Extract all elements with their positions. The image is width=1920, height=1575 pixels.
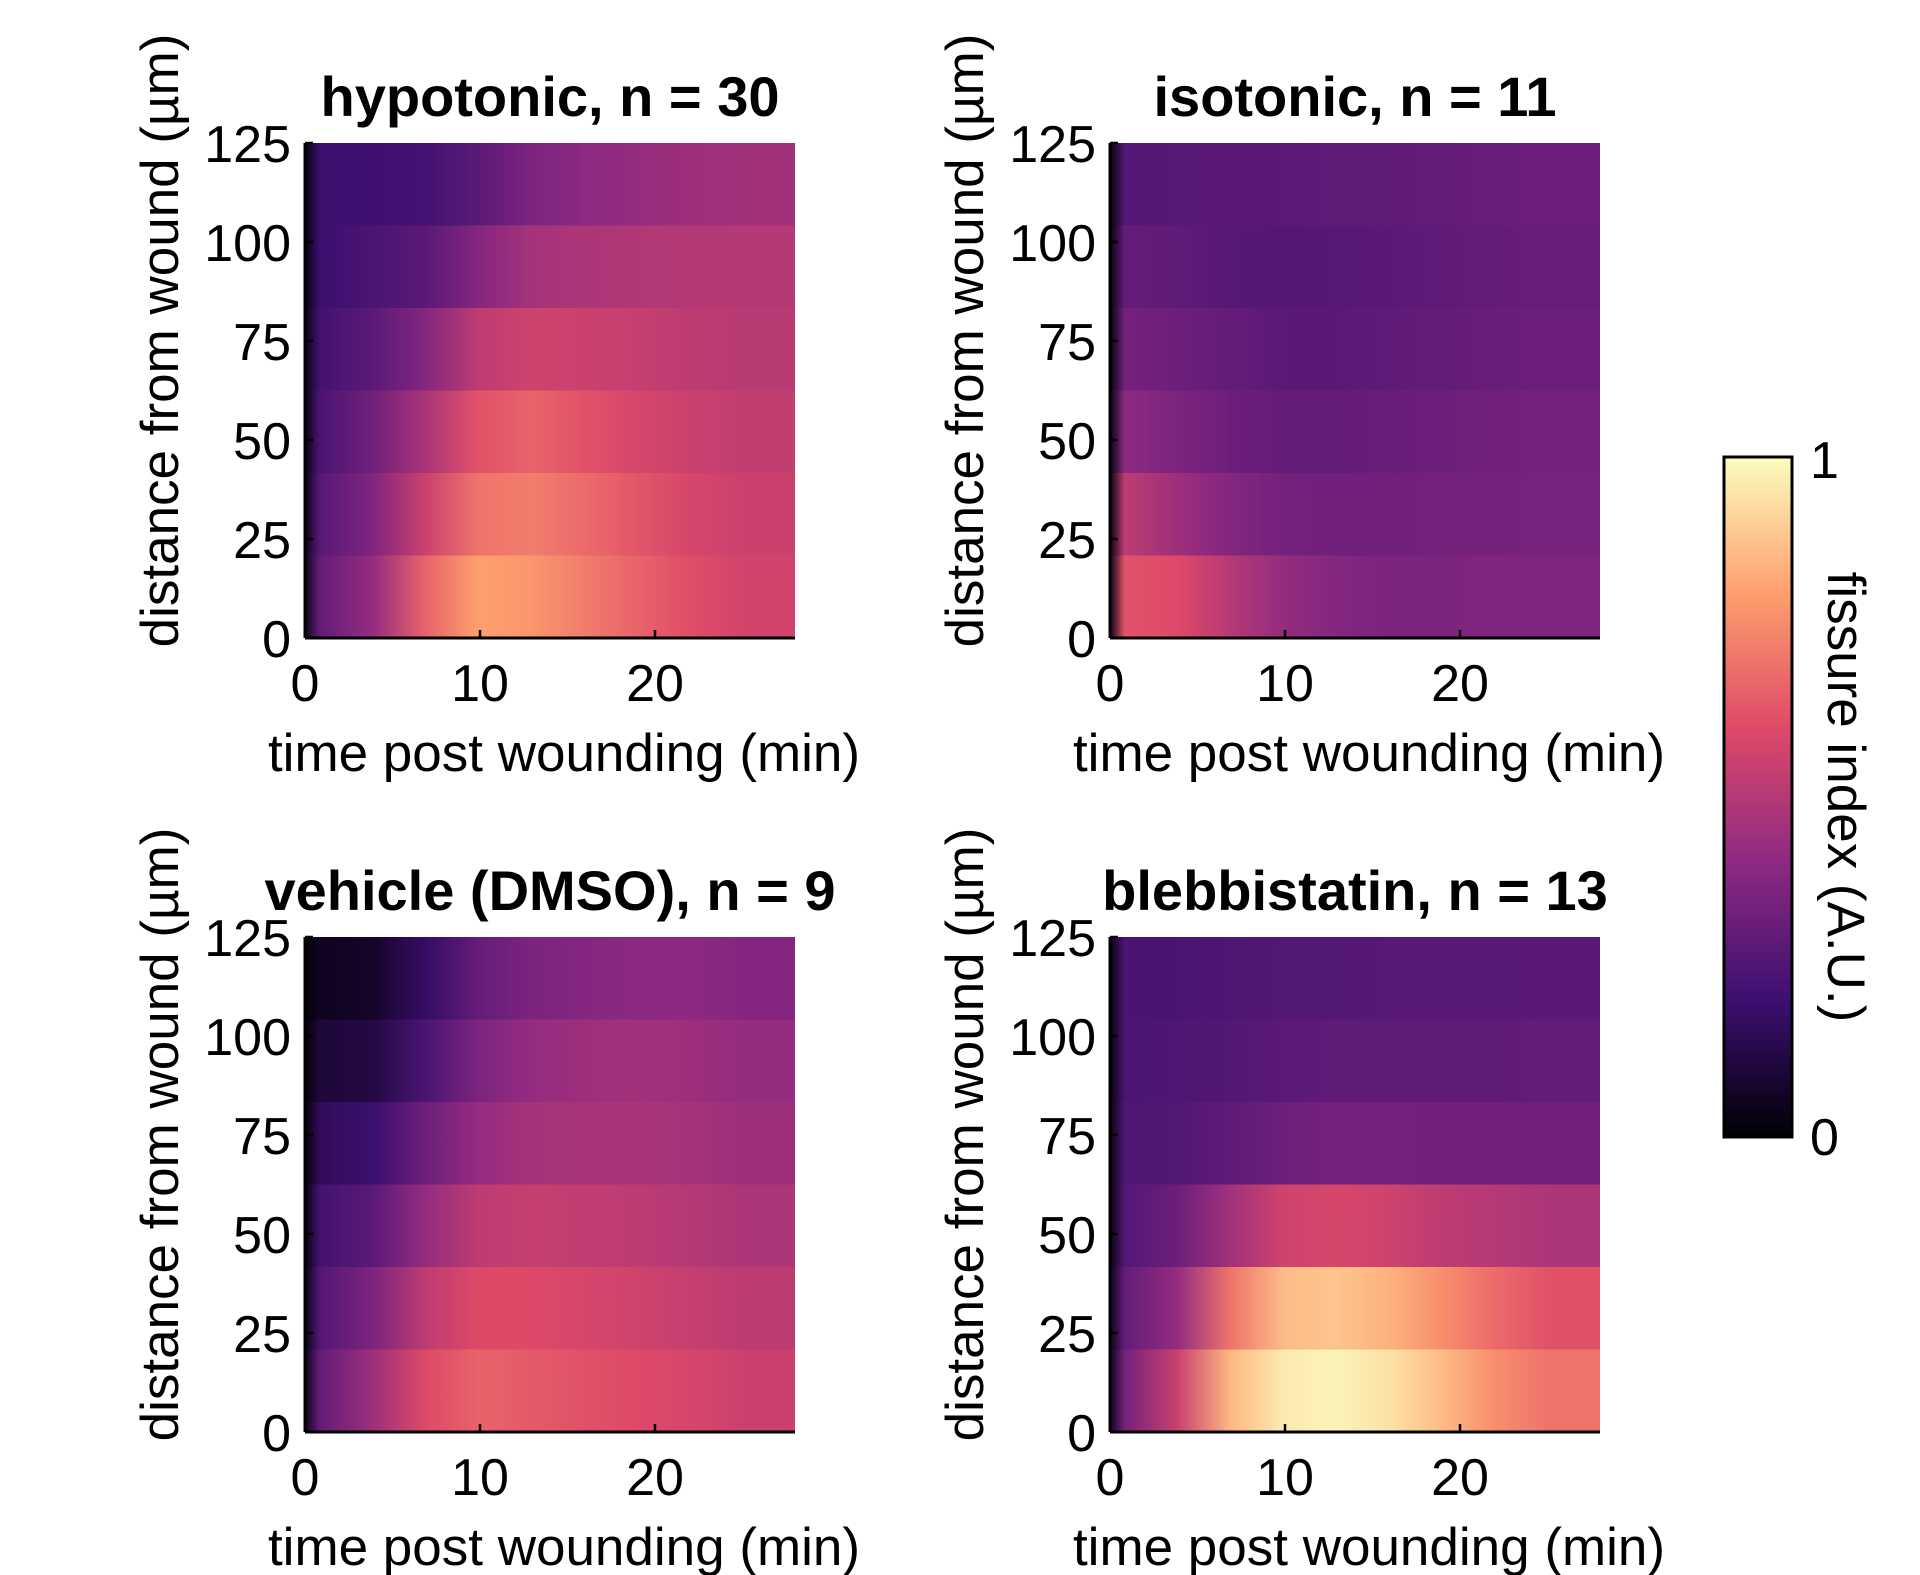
heatmap-band xyxy=(1110,1184,1600,1268)
heatmap-band xyxy=(1110,390,1600,474)
colorbar-max-label: 1 xyxy=(1810,432,1839,490)
y-tick-label: 50 xyxy=(1038,1207,1096,1265)
x-axis-label: time post wounding (min) xyxy=(268,724,860,783)
x-tick-label: 10 xyxy=(1256,655,1314,713)
y-tick-label: 75 xyxy=(1038,1108,1096,1166)
x-axis-label: time post wounding (min) xyxy=(1073,1518,1665,1575)
colorbar: 1 0 fissure index (A.U.) xyxy=(1722,432,1875,1167)
panel-title: blebbistatin, n = 13 xyxy=(1102,859,1608,922)
heatmap-band xyxy=(1110,1349,1600,1433)
heatmap-band xyxy=(305,143,795,227)
y-tick-label: 125 xyxy=(1009,910,1096,968)
y-tick-label: 125 xyxy=(204,116,291,174)
heatmap-band xyxy=(305,1349,795,1433)
x-tick-label: 0 xyxy=(1096,1449,1125,1507)
heatmap-band xyxy=(305,308,795,392)
panel-title: isotonic, n = 11 xyxy=(1153,65,1556,128)
y-tick-label: 0 xyxy=(1067,611,1096,669)
y-axis-label: distance from wound (µm) xyxy=(131,34,190,648)
x-axis-label: time post wounding (min) xyxy=(268,1518,860,1575)
colorbar-title: fissure index (A.U.) xyxy=(1816,572,1875,1023)
y-tick-label: 75 xyxy=(233,1108,291,1166)
y-tick-label: 25 xyxy=(233,512,291,570)
colorbar-gradient xyxy=(1722,455,1794,1139)
y-tick-label: 0 xyxy=(1067,1405,1096,1463)
y-tick-label: 75 xyxy=(233,314,291,372)
y-tick-label: 100 xyxy=(1009,215,1096,273)
y-tick-label: 75 xyxy=(1038,314,1096,372)
x-tick-label: 0 xyxy=(1096,655,1125,713)
y-axis-label: distance from wound (µm) xyxy=(131,828,190,1442)
y-tick-label: 100 xyxy=(1009,1009,1096,1067)
heatmap-band xyxy=(305,1267,795,1351)
heatmap-band xyxy=(1110,555,1600,639)
x-tick-label: 20 xyxy=(1431,655,1489,713)
y-tick-label: 100 xyxy=(204,1009,291,1067)
x-tick-label: 0 xyxy=(291,1449,320,1507)
heatmap-band xyxy=(1110,473,1600,557)
heatmap-band xyxy=(1110,1019,1600,1103)
heatmap-panel-isotonic: 0 10 20 0 25 50 75 100 125 isotonic, n = 11 time p… xyxy=(936,34,1665,783)
heatmap-band xyxy=(305,390,795,474)
heatmap-band xyxy=(305,555,795,639)
y-tick-label: 125 xyxy=(204,910,291,968)
y-tick-label: 125 xyxy=(1009,116,1096,174)
heatmap-panel-hypotonic: 0 10 20 0 25 50 75 100 125 hypotonic, n = 30 time … xyxy=(131,34,860,783)
y-axis-label: distance from wound (µm) xyxy=(936,828,995,1442)
x-tick-label: 10 xyxy=(451,1449,509,1507)
heatmap-band xyxy=(305,1102,795,1186)
x-tick-label: 20 xyxy=(626,655,684,713)
x-tick-label: 20 xyxy=(626,1449,684,1507)
heatmap-band xyxy=(1110,1267,1600,1351)
y-tick-label: 50 xyxy=(1038,413,1096,471)
y-tick-label: 25 xyxy=(233,1306,291,1364)
heatmap-band xyxy=(1110,143,1600,227)
heatmap-band xyxy=(1110,1102,1600,1186)
y-tick-label: 50 xyxy=(233,413,291,471)
y-tick-label: 100 xyxy=(204,215,291,273)
heatmap-band xyxy=(1110,937,1600,1021)
y-axis-label: distance from wound (µm) xyxy=(936,34,995,648)
y-tick-label: 25 xyxy=(1038,1306,1096,1364)
y-tick-label: 50 xyxy=(233,1207,291,1265)
y-tick-label: 25 xyxy=(1038,512,1096,570)
x-tick-label: 0 xyxy=(291,655,320,713)
heatmap-band xyxy=(1110,225,1600,309)
heatmap-band xyxy=(1110,308,1600,392)
heatmap-band xyxy=(305,937,795,1021)
panel-title: vehicle (DMSO), n = 9 xyxy=(264,859,835,922)
x-tick-label: 10 xyxy=(451,655,509,713)
heatmap-band xyxy=(305,225,795,309)
x-axis-label: time post wounding (min) xyxy=(1073,724,1665,783)
x-tick-label: 10 xyxy=(1256,1449,1314,1507)
y-tick-label: 0 xyxy=(262,611,291,669)
x-tick-label: 20 xyxy=(1431,1449,1489,1507)
y-tick-label: 0 xyxy=(262,1405,291,1463)
heatmap-band xyxy=(305,1019,795,1103)
panel-title: hypotonic, n = 30 xyxy=(321,65,780,128)
heatmap-band xyxy=(305,1184,795,1268)
heatmap-band xyxy=(305,473,795,557)
colorbar-min-label: 0 xyxy=(1810,1109,1839,1167)
